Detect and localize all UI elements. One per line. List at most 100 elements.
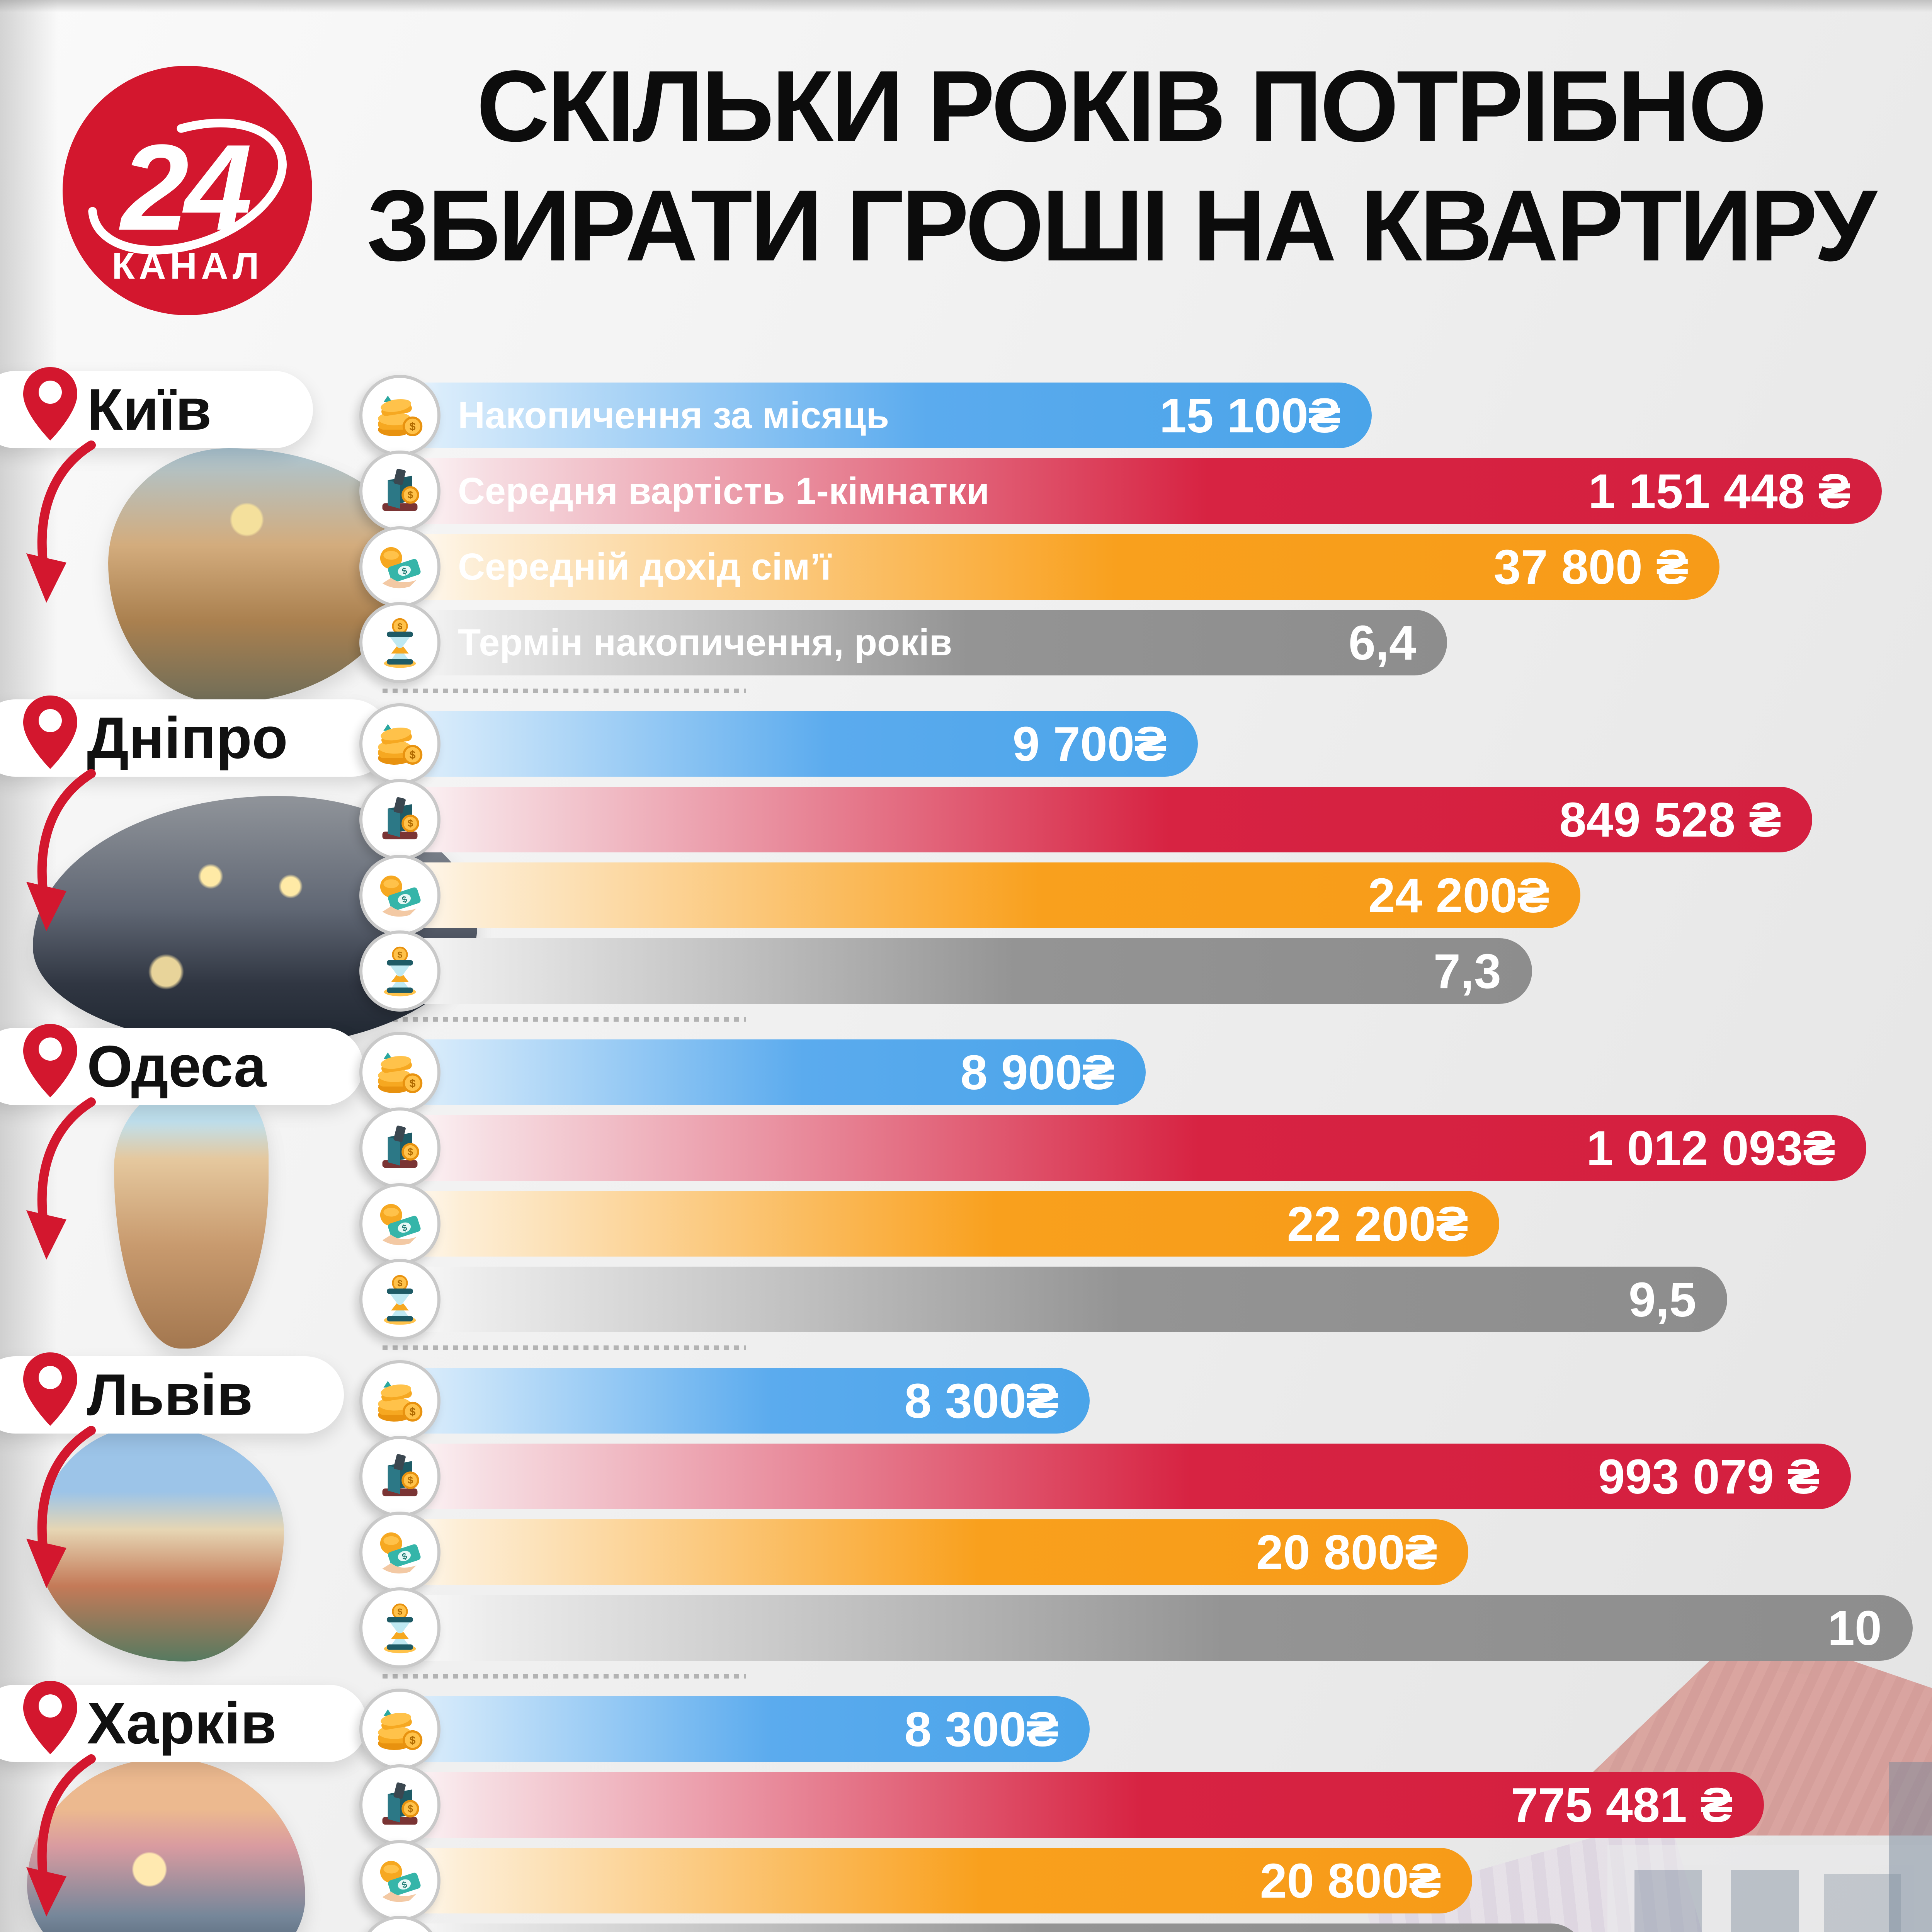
moneybox-icon: $ bbox=[382, 797, 419, 840]
bar-value-kharkiv-savings: 8 300₴ bbox=[904, 1702, 1059, 1757]
hourglass-icon: $ bbox=[384, 618, 416, 668]
moneybox-icon: $ bbox=[382, 468, 419, 511]
bar-value-lviv-price: 993 079 ₴ bbox=[1598, 1449, 1820, 1504]
svg-text:$: $ bbox=[408, 490, 413, 500]
bar-lviv-price: 993 079 ₴ bbox=[383, 1444, 1851, 1509]
house-sidewall-watermark bbox=[1889, 1762, 1932, 1932]
icon-circle-price: $ bbox=[359, 451, 440, 532]
curved-arrow-odesa bbox=[23, 1097, 100, 1264]
icon-circle-savings: $ bbox=[359, 1360, 440, 1441]
city-name-kharkiv: Харків bbox=[87, 1690, 277, 1756]
group-separator bbox=[383, 689, 746, 693]
icon-circle-price: $ bbox=[359, 1436, 440, 1517]
bar-value-kharkiv-income: 20 800₴ bbox=[1260, 1853, 1441, 1908]
group-separator bbox=[383, 1674, 746, 1679]
photo-lviv bbox=[37, 1426, 284, 1662]
bar-value-kharkiv-term: 7,8 bbox=[1486, 1929, 1553, 1932]
curved-arrow-lviv bbox=[23, 1426, 100, 1592]
hand-money-icon: $ bbox=[380, 547, 421, 588]
hourglass-icon: $ bbox=[384, 946, 416, 997]
icon-circle-savings: $ bbox=[359, 703, 440, 784]
bar-value-lviv-term: 10 bbox=[1827, 1600, 1882, 1655]
svg-text:$: $ bbox=[398, 950, 403, 960]
house-wall-watermark bbox=[1607, 1845, 1932, 1932]
icon-circle-savings: $ bbox=[359, 375, 440, 456]
bar-value-dnipro-term: 7,3 bbox=[1433, 944, 1501, 998]
map-pin-kharkiv bbox=[21, 1679, 79, 1756]
bar-value-lviv-savings: 8 300₴ bbox=[904, 1373, 1059, 1428]
coins-icon: $ bbox=[378, 1709, 423, 1750]
bar-kyiv-price: Середня вартість 1-кімнатки 1 151 448 ₴ bbox=[383, 458, 1882, 524]
bar-lviv-income: 20 800₴ bbox=[383, 1519, 1468, 1585]
bar-label-price: Середня вартість 1-кімнатки bbox=[458, 470, 990, 512]
svg-text:$: $ bbox=[408, 818, 413, 829]
bar-value-odesa-term: 9,5 bbox=[1628, 1272, 1696, 1327]
bar-odesa-price: 1 012 093₴ bbox=[383, 1115, 1866, 1181]
bar-odesa-term: 9,5 bbox=[383, 1267, 1727, 1332]
icon-circle-price: $ bbox=[359, 1764, 440, 1845]
icon-circle-income: $ bbox=[359, 1840, 440, 1921]
bar-odesa-savings: 8 900₴ bbox=[383, 1039, 1146, 1105]
house-window-watermark bbox=[1731, 1870, 1799, 1932]
map-pin-odesa bbox=[21, 1022, 79, 1099]
bar-lviv-term: 10 bbox=[383, 1595, 1913, 1661]
bar-value-kyiv-term: 6,4 bbox=[1348, 615, 1416, 670]
curved-arrow-icon bbox=[26, 1426, 96, 1588]
svg-text:$: $ bbox=[410, 1734, 416, 1747]
logo-number: 24 bbox=[119, 119, 251, 256]
map-pin-lviv bbox=[21, 1350, 79, 1428]
bar-kyiv-savings: Накопичення за місяць 15 100₴ bbox=[383, 383, 1372, 448]
map-pin-icon bbox=[23, 1352, 77, 1426]
bar-value-kyiv-price: 1 151 448 ₴ bbox=[1588, 464, 1851, 519]
icon-circle-savings: $ bbox=[359, 1689, 440, 1770]
hourglass-icon: $ bbox=[384, 1275, 416, 1325]
bar-kharkiv-price: 775 481 ₴ bbox=[383, 1772, 1764, 1838]
bar-label-income: Середній дохід сім’ї bbox=[458, 546, 831, 588]
hand-money-icon: $ bbox=[380, 1532, 421, 1574]
bar-value-dnipro-savings: 9 700₴ bbox=[1012, 716, 1167, 771]
page-title: СКІЛЬКИ РОКІВ ПОТРІБНО ЗБИРАТИ ГРОШІ НА … bbox=[321, 46, 1920, 285]
curved-arrow-kharkiv bbox=[23, 1754, 100, 1920]
svg-text:$: $ bbox=[410, 1077, 416, 1090]
icon-circle-term: $ bbox=[359, 930, 440, 1012]
coins-icon: $ bbox=[378, 1052, 423, 1093]
bar-value-lviv-income: 20 800₴ bbox=[1256, 1525, 1437, 1580]
curved-arrow-kyiv bbox=[23, 440, 100, 607]
curved-arrow-icon bbox=[26, 769, 96, 931]
group-separator bbox=[383, 1017, 746, 1022]
icon-circle-term: $ bbox=[359, 1587, 440, 1668]
city-name-odesa: Одеса bbox=[87, 1033, 267, 1099]
bar-lviv-savings: 8 300₴ bbox=[383, 1368, 1090, 1434]
coins-icon: $ bbox=[378, 1381, 423, 1422]
channel-24-logo: 24 КАНАЛ bbox=[63, 66, 312, 315]
logo-swoosh bbox=[88, 119, 287, 255]
bar-kharkiv-income: 20 800₴ bbox=[383, 1848, 1472, 1913]
moneybox-icon: $ bbox=[382, 1782, 419, 1825]
moneybox-icon: $ bbox=[382, 1125, 419, 1168]
bar-dnipro-price: 849 528 ₴ bbox=[383, 787, 1812, 852]
bar-value-odesa-price: 1 012 093₴ bbox=[1586, 1121, 1835, 1175]
logo-word: КАНАЛ bbox=[112, 245, 263, 287]
bar-value-odesa-income: 22 200₴ bbox=[1287, 1196, 1468, 1251]
coins-icon: $ bbox=[378, 724, 423, 765]
icon-circle-income: $ bbox=[359, 526, 440, 607]
bar-value-kyiv-income: 37 800 ₴ bbox=[1493, 539, 1689, 594]
svg-text:$: $ bbox=[410, 749, 416, 761]
hourglass-icon: $ bbox=[384, 1603, 416, 1653]
map-pin-kyiv bbox=[21, 365, 79, 442]
svg-text:$: $ bbox=[408, 1475, 413, 1486]
svg-text:$: $ bbox=[408, 1803, 413, 1814]
map-pin-icon bbox=[23, 1024, 77, 1097]
bar-value-kharkiv-price: 775 481 ₴ bbox=[1511, 1777, 1733, 1832]
house-window-watermark bbox=[1634, 1870, 1702, 1932]
bar-label-savings: Накопичення за місяць bbox=[458, 394, 889, 436]
hourglass-icon: $ bbox=[372, 1929, 427, 1932]
bar-dnipro-term: 7,3 bbox=[383, 938, 1532, 1004]
icon-circle-price: $ bbox=[359, 779, 440, 860]
bar-kyiv-income: Середній дохід сім’ї 37 800 ₴ bbox=[383, 534, 1719, 600]
curved-arrow-dnipro bbox=[23, 769, 100, 935]
icon-circle-income: $ bbox=[359, 1512, 440, 1593]
curved-arrow-icon bbox=[26, 1097, 96, 1260]
hand-money-icon: $ bbox=[380, 1204, 421, 1245]
